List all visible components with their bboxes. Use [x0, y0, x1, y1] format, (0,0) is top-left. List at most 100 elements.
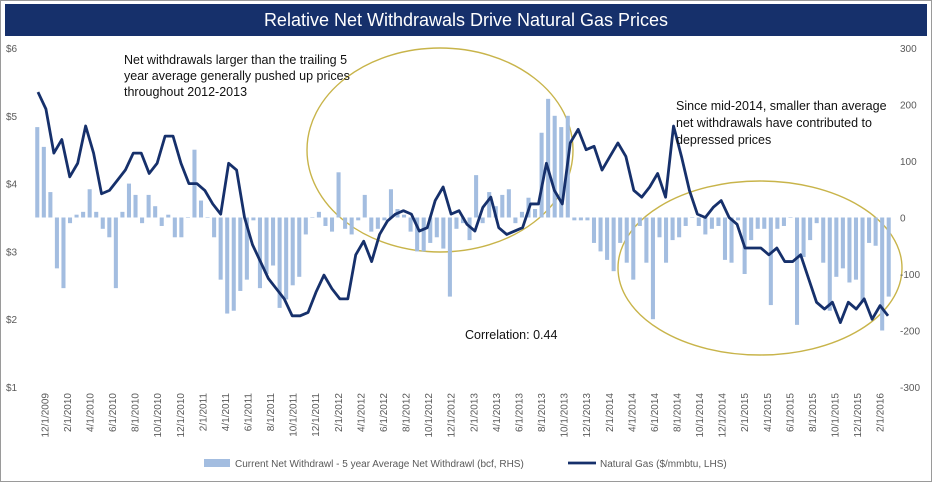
right-axis-tick: -300: [900, 383, 920, 394]
bar: [624, 217, 629, 263]
bar: [356, 217, 361, 221]
x-axis-tick: 8/1/2014: [673, 393, 684, 432]
x-axis-tick: 6/1/2010: [108, 393, 119, 432]
bar: [500, 194, 505, 218]
bar: [323, 217, 328, 226]
bar: [644, 217, 649, 263]
bar: [480, 217, 485, 224]
bar: [35, 127, 40, 218]
x-axis-tick: 6/1/2012: [379, 393, 390, 432]
bar: [795, 217, 800, 325]
axes: $1 $2 $3 $4 $5 $6 -300 -200 -100 0 100 200 300 12/1/2…: [6, 44, 920, 438]
x-axis-tick: 2/1/2015: [740, 393, 751, 432]
ellipse-2012-2013: [306, 47, 574, 253]
line-series: [36, 91, 890, 324]
x-axis-tick: 12/1/2014: [718, 393, 729, 438]
bar: [657, 217, 662, 238]
bar: [762, 217, 767, 229]
annotation-text: year average generally pushed up prices: [124, 69, 350, 83]
bar: [48, 192, 53, 218]
right-axis-tick: -200: [900, 327, 920, 338]
x-axis-tick: 2/1/2016: [876, 393, 887, 432]
bar: [375, 217, 380, 229]
bar: [775, 217, 780, 229]
left-axis-tick: $6: [6, 44, 18, 55]
bar: [552, 115, 557, 218]
bar: [513, 217, 518, 224]
bar: [664, 217, 669, 263]
bar: [709, 217, 714, 229]
bar: [74, 214, 79, 218]
x-axis-tick: 10/1/2014: [695, 393, 706, 438]
bar: [218, 217, 223, 280]
bar: [225, 217, 230, 314]
bar: [755, 217, 760, 229]
bar: [382, 217, 387, 221]
bar: [303, 217, 308, 235]
left-axis-tick: $1: [6, 383, 18, 394]
right-axis-tick: 300: [900, 44, 917, 55]
x-axis-tick: 12/1/2013: [582, 393, 593, 438]
bar: [94, 211, 99, 218]
bar: [343, 217, 348, 229]
bar: [408, 217, 413, 232]
bar: [290, 217, 295, 286]
annotation-text: Since mid-2014, smaller than average: [676, 99, 887, 113]
annotation-text: depressed prices: [676, 133, 771, 147]
x-axis-tick: 10/1/2011: [289, 393, 300, 437]
bar: [271, 217, 276, 266]
bar: [87, 189, 92, 218]
bar: [677, 217, 682, 238]
bar: [821, 217, 826, 263]
x-axis-tick: 12/1/2009: [40, 393, 51, 438]
x-axis-tick: 2/1/2010: [63, 393, 74, 432]
annotations: Net withdrawals larger than the trailing…: [124, 53, 887, 342]
x-axis-tick: 6/1/2015: [785, 393, 796, 432]
bar: [736, 217, 741, 221]
bar: [716, 217, 721, 226]
bar: [297, 217, 302, 277]
bar: [67, 217, 73, 224]
bar: [670, 217, 675, 241]
bar: [402, 214, 407, 218]
annotation-text: Correlation: 0.44: [465, 328, 557, 342]
bar: [231, 217, 236, 311]
bar: [873, 217, 878, 246]
bar: [41, 146, 46, 218]
bar: [159, 217, 164, 226]
bar: [284, 217, 289, 300]
x-axis-tick: 8/1/2011: [266, 393, 277, 432]
x-axis-tick: 4/1/2014: [627, 393, 638, 432]
bar: [120, 211, 125, 218]
bar: [329, 217, 335, 232]
bar: [205, 217, 210, 218]
x-axis-tick: 2/1/2011: [198, 393, 209, 432]
bar: [768, 217, 773, 306]
bar: [650, 217, 655, 320]
bar: [827, 217, 832, 311]
bar: [61, 217, 66, 289]
bar: [546, 98, 551, 218]
bar: [316, 211, 321, 218]
bar: [578, 217, 583, 221]
x-axis-tick: 8/1/2015: [808, 393, 819, 432]
bar: [834, 217, 839, 277]
bar: [572, 217, 577, 221]
legend-label-bar: Current Net Withdrawl - 5 year Average N…: [235, 459, 524, 470]
bar: [460, 217, 466, 224]
x-axis-tick: 10/1/2015: [831, 393, 842, 438]
bar: [198, 200, 204, 218]
bar: [349, 217, 354, 235]
bar: [277, 217, 282, 308]
bar: [428, 217, 433, 243]
x-axis-tick: 12/1/2011: [311, 393, 322, 437]
bar: [140, 217, 145, 224]
annotation-text: net withdrawals have contributed to: [676, 116, 872, 130]
right-axis-tick: 100: [900, 157, 917, 168]
annotation-text: throughout 2012-2013: [124, 85, 247, 99]
bar: [519, 211, 524, 218]
bar: [212, 217, 217, 238]
bar: [415, 217, 420, 252]
right-axis-tick: 0: [900, 214, 906, 225]
